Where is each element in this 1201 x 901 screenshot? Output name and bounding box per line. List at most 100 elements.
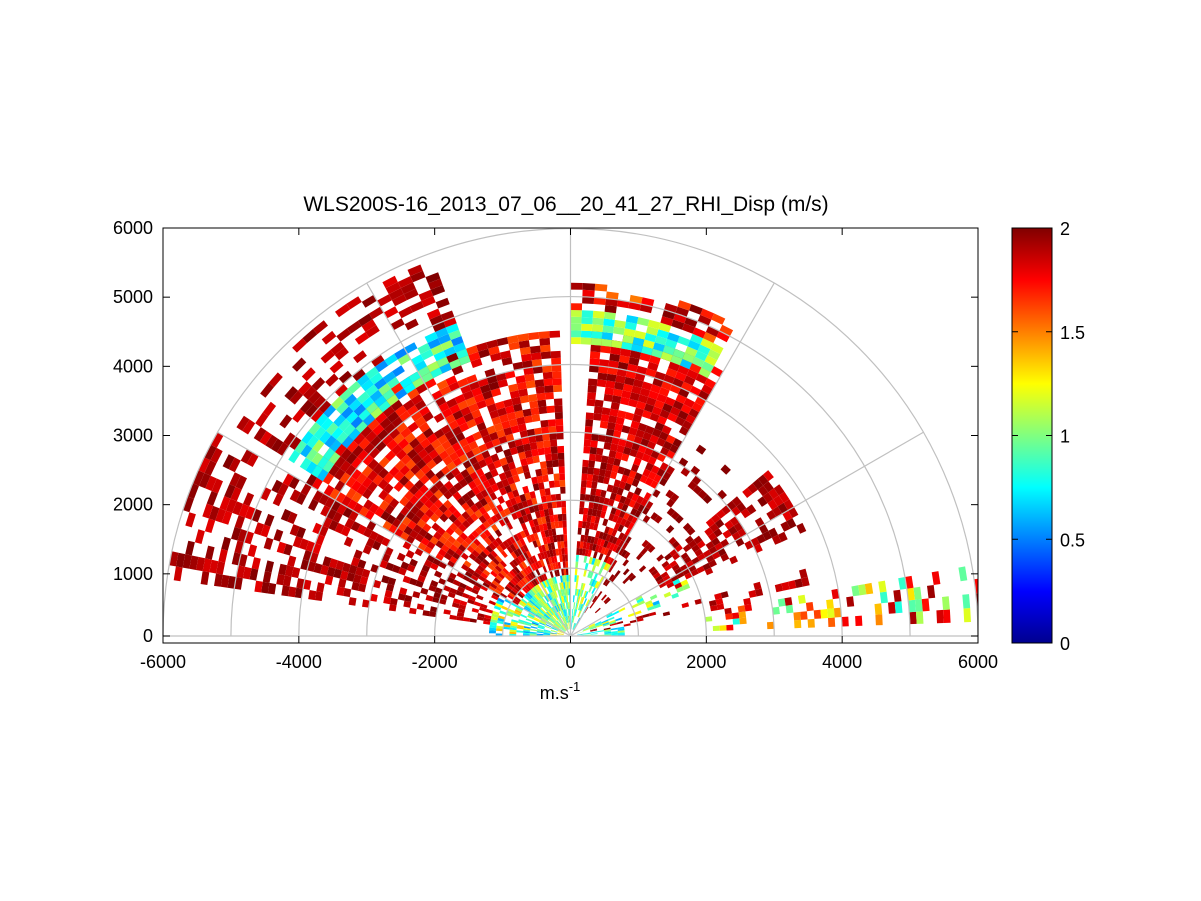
data-cell	[550, 584, 555, 592]
data-cell	[454, 394, 466, 404]
data-cell	[459, 532, 468, 541]
data-cell	[535, 539, 542, 547]
data-cell	[600, 561, 607, 569]
data-cell	[656, 393, 668, 403]
data-cell	[198, 457, 211, 473]
data-cell	[665, 525, 675, 534]
data-cell	[640, 547, 648, 556]
data-cell	[536, 392, 546, 401]
data-cell	[430, 367, 443, 379]
data-cell	[524, 622, 532, 627]
data-cell	[687, 480, 698, 491]
data-cell	[580, 486, 587, 495]
data-cell	[647, 319, 661, 330]
data-cell	[601, 407, 611, 416]
data-cell	[225, 498, 237, 513]
data-cell	[578, 603, 581, 611]
data-cell	[552, 459, 559, 468]
data-cell	[653, 603, 661, 609]
data-cell	[378, 456, 390, 468]
data-cell	[484, 579, 492, 586]
data-cell	[621, 453, 630, 462]
data-cell	[546, 586, 552, 594]
data-cell	[521, 587, 528, 594]
data-cell	[510, 602, 518, 608]
data-cell	[536, 631, 544, 634]
data-cell	[414, 489, 424, 500]
data-cell	[495, 633, 503, 636]
data-cell	[268, 372, 283, 388]
data-cell	[613, 479, 621, 488]
data-cell	[537, 560, 543, 568]
data-cell	[490, 616, 498, 621]
data-cells	[169, 264, 978, 636]
data-cell	[329, 360, 344, 374]
data-cell	[777, 502, 789, 514]
data-cell	[439, 385, 452, 397]
data-cell	[571, 608, 574, 616]
data-cell	[542, 365, 552, 373]
data-cell	[578, 520, 583, 528]
data-cell	[491, 416, 502, 426]
data-cell	[542, 474, 549, 483]
data-cell	[516, 582, 524, 589]
data-cell	[532, 562, 538, 570]
data-cell	[658, 581, 667, 589]
data-cell	[611, 485, 619, 494]
data-cell	[437, 434, 449, 445]
data-cell	[391, 444, 403, 456]
data-cell	[490, 387, 502, 397]
data-cell	[710, 343, 724, 355]
data-cell	[479, 551, 488, 559]
data-cell	[447, 560, 456, 569]
data-cell	[494, 512, 503, 521]
data-cell	[263, 537, 274, 550]
data-cell	[491, 580, 500, 587]
data-cell	[333, 568, 342, 579]
data-cell	[547, 610, 553, 616]
data-cell	[284, 565, 294, 577]
y-tick-label: 3000	[113, 426, 153, 446]
data-cell	[499, 569, 507, 577]
data-cell	[430, 344, 444, 356]
data-cell	[389, 597, 398, 606]
data-cell	[685, 535, 694, 544]
data-cell	[634, 487, 642, 496]
data-cell	[425, 469, 436, 480]
data-cell	[683, 375, 696, 386]
data-cell	[518, 580, 526, 588]
data-cell	[322, 556, 332, 567]
data-cell	[498, 518, 506, 527]
data-cell	[488, 542, 497, 551]
data-cell	[538, 624, 545, 628]
data-cell	[621, 541, 629, 550]
data-cell	[580, 493, 586, 501]
data-cell	[328, 519, 339, 531]
data-cell	[527, 565, 534, 573]
data-cell	[352, 445, 364, 457]
data-cell	[702, 494, 713, 504]
data-cell	[426, 308, 441, 320]
data-cell	[424, 559, 433, 568]
data-cell	[588, 556, 593, 565]
data-cell	[532, 595, 539, 602]
data-cell	[246, 452, 259, 467]
data-cell	[383, 493, 394, 505]
data-cell	[669, 384, 681, 394]
data-cell	[560, 596, 564, 604]
data-cell	[505, 499, 513, 508]
data-cell	[438, 548, 447, 557]
data-cell	[516, 532, 523, 541]
data-cell	[546, 467, 554, 475]
data-cell	[415, 383, 428, 395]
data-cell	[526, 428, 536, 437]
data-cell	[443, 552, 453, 561]
data-cell	[491, 539, 500, 548]
data-cell	[594, 516, 601, 524]
data-cell	[624, 520, 632, 529]
data-cell	[464, 474, 474, 484]
data-cell	[689, 304, 703, 315]
data-cell	[554, 521, 560, 529]
data-cell	[468, 553, 477, 561]
data-cell	[378, 400, 391, 413]
